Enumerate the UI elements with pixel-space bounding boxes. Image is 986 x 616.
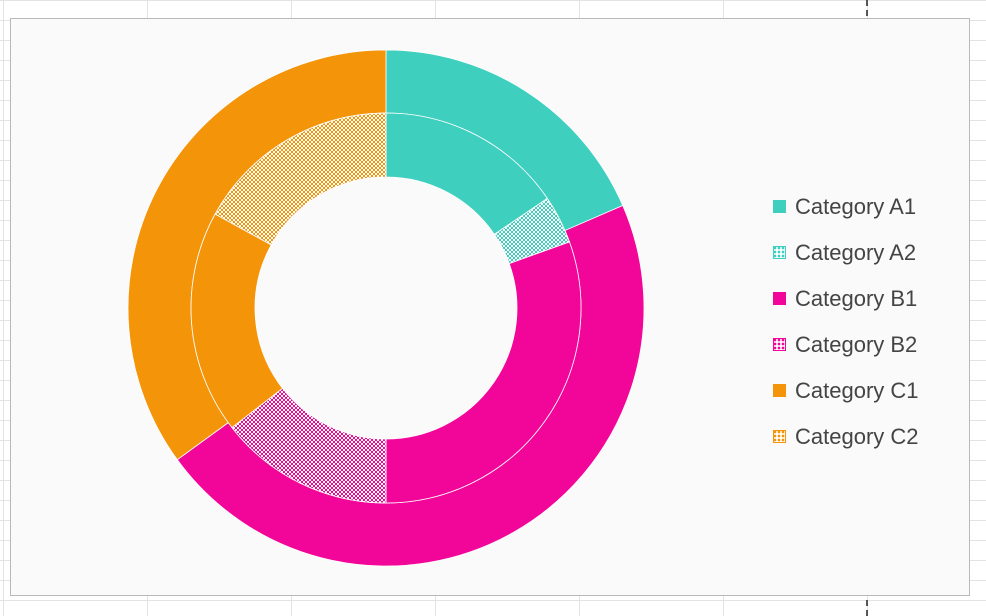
legend-label: Category A1 <box>795 193 917 219</box>
legend-label: Category B1 <box>795 285 918 311</box>
legend-swatch-category-c1 <box>773 384 786 397</box>
legend-item-category-a1[interactable]: Category A1 <box>773 193 919 220</box>
legend-label: Category C2 <box>795 423 919 449</box>
inner-ring <box>190 112 582 504</box>
legend-item-category-c2[interactable]: Category C2 <box>773 423 919 450</box>
legend-swatch-category-b1 <box>773 292 786 305</box>
chart-area[interactable]: Category A1 Category A2 Category B1 Categor… <box>10 18 970 596</box>
legend-swatch-category-b2 <box>773 338 786 351</box>
inner-ring-slice-category-b1[interactable] <box>385 241 582 504</box>
chart-legend[interactable]: Category A1 Category A2 Category B1 Categor… <box>773 193 919 450</box>
legend-label: Category A2 <box>795 239 917 265</box>
legend-swatch-category-c2 <box>773 430 786 443</box>
legend-item-category-b1[interactable]: Category B1 <box>773 285 919 312</box>
legend-label: Category C1 <box>795 377 919 403</box>
legend-swatch-category-a1 <box>773 200 786 213</box>
legend-item-category-c1[interactable]: Category C1 <box>773 377 919 404</box>
legend-swatch-category-a2 <box>773 246 786 259</box>
inner-ring-slice-category-c2[interactable] <box>214 112 387 246</box>
legend-item-category-a2[interactable]: Category A2 <box>773 239 919 266</box>
legend-label: Category B2 <box>795 331 918 357</box>
legend-item-category-b2[interactable]: Category B2 <box>773 331 919 358</box>
donut-chart[interactable] <box>11 19 969 595</box>
